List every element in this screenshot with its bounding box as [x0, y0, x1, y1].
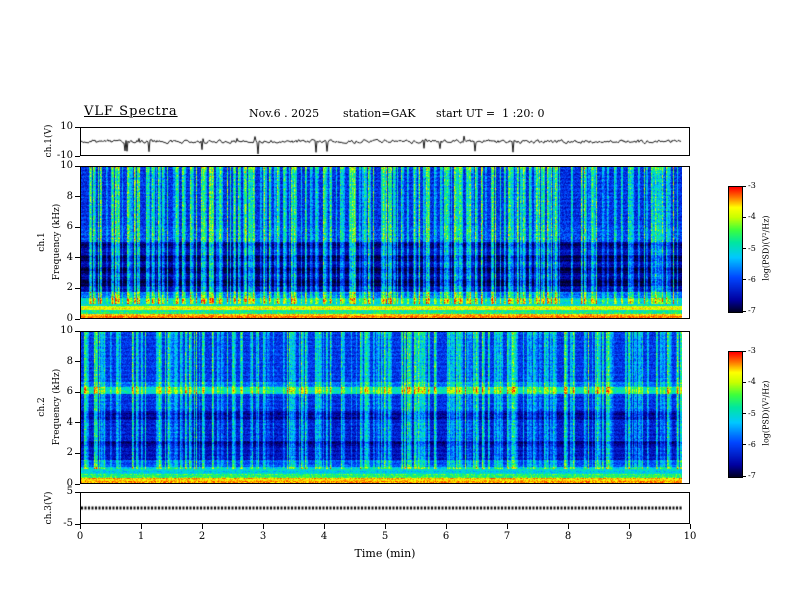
time-tick-label: 1 [137, 531, 145, 542]
ch2-freq-tick [75, 391, 80, 393]
time-tick-label: 9 [625, 531, 633, 542]
colorbar-tick-label: -7 [748, 471, 756, 480]
ch1-freq-tick [75, 257, 80, 259]
colorbar-tick [743, 248, 746, 249]
ch3-voltage-tick [75, 523, 80, 525]
ch1-freq-tick-label: 10 [60, 160, 73, 171]
ch1-freq-tick [75, 287, 80, 289]
colorbar-tick-label: -4 [748, 377, 756, 387]
ch2-freq-tick [75, 452, 80, 454]
colorbar-tick [743, 310, 746, 312]
time-tick-label: 7 [503, 531, 511, 542]
colorbar-tick-label: -3 [748, 181, 756, 190]
time-tick [385, 524, 386, 529]
ch2-freq-tick [75, 422, 80, 424]
ch2-spectrogram [81, 332, 682, 483]
ch3-voltage-tick-label: -5 [63, 518, 73, 529]
ch2-freq-tick [75, 483, 80, 485]
time-tick-label: 3 [259, 531, 267, 542]
ch1-spectrogram-panel [80, 166, 690, 319]
ch1-freq-tick-label: 8 [66, 190, 73, 202]
colorbar-tick [743, 350, 746, 352]
ch1-voltage-tick-label: -10 [56, 150, 73, 161]
colorbar-tick-label: -5 [748, 408, 756, 418]
ch1-voltage-tick [75, 126, 80, 128]
station-label: station=GAK [343, 107, 416, 120]
time-tick [629, 524, 630, 529]
time-tick-label: 6 [442, 531, 450, 542]
colorbar-tick [743, 444, 746, 446]
colorbar-tick-label: -3 [748, 346, 756, 355]
ch1-freq-tick-label: 6 [66, 221, 73, 233]
time-tick-label: 8 [564, 531, 572, 542]
ch3-voltage-tick-label: 5 [66, 486, 73, 497]
colorbar-tick-label: -5 [748, 243, 756, 253]
ch1-waveform-panel [80, 127, 690, 156]
ch2-freq-tick-label: 0 [66, 478, 73, 489]
time-tick [446, 524, 447, 529]
ch2-freq-tick-label: 6 [66, 386, 73, 398]
ch1-freq-tick [75, 165, 80, 167]
time-tick [568, 524, 569, 529]
time-tick [690, 524, 691, 529]
ch1-voltage-tick [75, 155, 80, 157]
colorbar-tick [743, 413, 746, 414]
colorbar-tick [743, 185, 746, 187]
ch1-freq-tick-label: 2 [66, 282, 73, 294]
ch2-frequency-axis-label: Frequency (kHz) [52, 368, 62, 446]
time-tick [263, 524, 264, 529]
plot-title: VLF Spectra [84, 104, 178, 119]
ch1-frequency-axis-label: Frequency (kHz) [52, 203, 62, 281]
ch1-voltage-tick-label: 10 [60, 121, 73, 132]
ch1-waveform-trace [81, 128, 682, 155]
ch1-spectrogram [81, 167, 682, 318]
ch1-freq-tick-label: 0 [66, 313, 73, 324]
colorbar-tick [743, 475, 746, 477]
ch1-freq-tick [75, 226, 80, 228]
colorbar-tick-label: -7 [748, 306, 756, 315]
ch2-colorbar [728, 351, 743, 478]
colorbar-tick-label: -6 [748, 274, 756, 284]
ch1-freq-tick [75, 196, 80, 198]
colorbar-tick-label: -4 [748, 212, 756, 222]
ch2-freq-tick-label: 10 [60, 325, 73, 336]
time-tick-label: 4 [320, 531, 328, 542]
ch2-freq-tick-label: 2 [66, 447, 73, 459]
ch2-channel-label: ch.2 [37, 397, 47, 417]
time-tick-label: 2 [198, 531, 206, 542]
date-label: Nov.6 . 2025 [249, 107, 320, 120]
ch2-freq-tick-label: 8 [66, 355, 73, 367]
time-tick [141, 524, 142, 529]
ch1-channel-label: ch.1 [37, 232, 47, 252]
time-tick-label: 10 [683, 531, 697, 542]
ch3-waveform-panel [80, 492, 690, 524]
ch1-freq-tick-label: 4 [66, 251, 73, 263]
ch1-colorbar [728, 186, 743, 313]
ch3-waveform-trace [81, 493, 682, 523]
ch2-freq-tick [75, 361, 80, 363]
colorbar-tick-label: -6 [748, 439, 756, 449]
time-tick [202, 524, 203, 529]
colorbar-tick [743, 381, 746, 383]
time-tick-label: 5 [381, 531, 389, 542]
ch2-freq-tick [75, 330, 80, 332]
start-ut-label: start UT = 1 :20: 0 [436, 107, 545, 120]
ch2-spectrogram-panel [80, 331, 690, 484]
ch2-freq-tick-label: 4 [66, 416, 73, 428]
ch1-freq-tick [75, 318, 80, 320]
time-tick [507, 524, 508, 529]
time-axis-label: Time (min) [354, 547, 416, 560]
colorbar-tick [743, 216, 746, 218]
ch3-voltage-tick [75, 491, 80, 493]
colorbar-tick [743, 279, 746, 281]
time-tick [324, 524, 325, 529]
time-tick [80, 524, 81, 529]
time-tick-label: 0 [76, 531, 84, 542]
